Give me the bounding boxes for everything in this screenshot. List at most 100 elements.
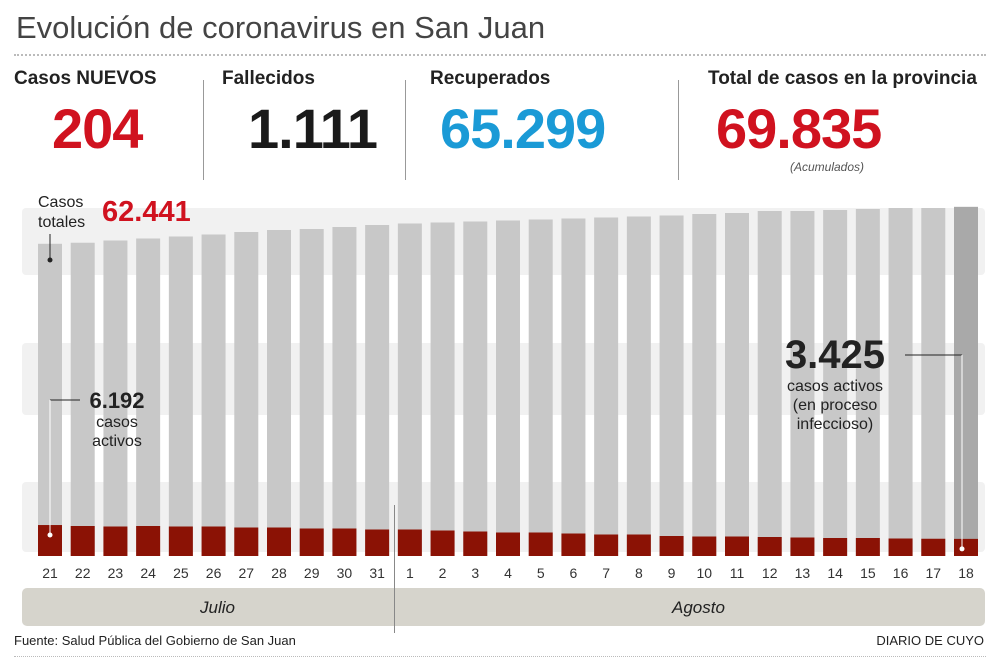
- stat-note-total: (Acumulados): [790, 160, 865, 174]
- bar-active: [168, 526, 193, 556]
- stat-value-new: 204: [52, 97, 143, 160]
- bar-active: [365, 529, 390, 556]
- x-tick-label: 17: [925, 565, 941, 581]
- bar-total: [626, 216, 651, 556]
- bar-total: [823, 210, 848, 556]
- x-tick-label: 24: [140, 565, 156, 581]
- bar-active: [496, 532, 520, 556]
- bar-total: [659, 215, 684, 556]
- bar-total: [332, 227, 357, 556]
- bar-active: [659, 536, 684, 556]
- bar-active: [267, 527, 291, 556]
- stat-value-deaths: 1.111: [248, 97, 378, 160]
- bar-total: [267, 230, 291, 556]
- bar-active: [823, 538, 848, 556]
- x-tick-label: 21: [42, 565, 58, 581]
- bar-total: [528, 219, 553, 556]
- bar-active: [725, 536, 749, 556]
- x-tick-label: 6: [570, 565, 578, 581]
- brand-text: DIARIO DE CUYO: [876, 633, 984, 648]
- stat-divider: [203, 80, 204, 180]
- activos-end-text: (en proceso: [792, 397, 878, 414]
- x-tick-label: 1: [406, 565, 414, 581]
- x-tick-label: 8: [635, 565, 643, 581]
- x-tick-label: 23: [108, 565, 124, 581]
- bar-total: [365, 225, 390, 556]
- bar-total: [299, 229, 324, 556]
- stat-label-total: Total de casos en la provincia: [708, 68, 977, 89]
- bar-total: [954, 206, 978, 556]
- bar-active: [921, 538, 946, 556]
- activos-start-value: 6.192: [89, 388, 145, 413]
- bar-total: [561, 218, 586, 556]
- annotation-dot: [47, 532, 53, 538]
- totales-value: 62.441: [102, 196, 191, 228]
- bar-total: [921, 208, 946, 556]
- totales-label-line: Casos: [38, 194, 84, 211]
- x-tick-label: 15: [860, 565, 876, 581]
- activos-end-value: 3.425: [784, 333, 886, 377]
- x-tick-label: 25: [173, 565, 189, 581]
- bar-active: [888, 538, 913, 556]
- bar-total: [463, 221, 488, 556]
- stat-divider: [678, 80, 679, 180]
- bar-active: [626, 534, 651, 556]
- x-tick-label: 30: [337, 565, 353, 581]
- totales-label: Casos totales: [38, 193, 85, 233]
- x-tick-label: 10: [696, 565, 712, 581]
- bar-total: [201, 234, 226, 556]
- bar-total: [855, 209, 880, 556]
- x-tick-label: 27: [238, 565, 254, 581]
- x-tick-label: 22: [75, 565, 91, 581]
- bar-total: [136, 238, 161, 556]
- bar-active: [954, 538, 978, 556]
- title-divider: [14, 54, 986, 56]
- bar-total: [790, 211, 815, 556]
- stat-label-new: Casos NUEVOS: [14, 68, 157, 89]
- month-band: [22, 588, 985, 626]
- annotation-dot: [47, 257, 53, 263]
- bar-total: [725, 213, 749, 556]
- bar-active: [855, 538, 880, 556]
- bar-total: [168, 236, 193, 556]
- bar-total: [234, 232, 259, 556]
- x-tick-label: 29: [304, 565, 320, 581]
- bar-active: [463, 531, 488, 556]
- x-tick-label: 5: [537, 565, 545, 581]
- stat-label-recovered: Recuperados: [430, 68, 551, 89]
- bar-active: [430, 530, 455, 556]
- bar-active: [234, 527, 259, 556]
- bar-total: [692, 214, 717, 556]
- bar-total: [888, 208, 913, 556]
- bar-active: [692, 536, 717, 556]
- stat-value-total: 69.835: [716, 97, 882, 160]
- x-tick-label: 31: [369, 565, 385, 581]
- footer-divider: [14, 656, 986, 657]
- bar-active: [299, 528, 324, 556]
- x-tick-label: 13: [795, 565, 811, 581]
- x-tick-label: 4: [504, 565, 512, 581]
- x-tick-label: 2: [439, 565, 447, 581]
- stat-divider: [405, 80, 406, 180]
- activos-end-text: infeccioso): [796, 416, 874, 433]
- x-tick-label: 11: [730, 565, 745, 581]
- bar-active: [757, 537, 782, 556]
- month-label-agosto: Agosto: [672, 598, 725, 617]
- x-tick-label: 14: [827, 565, 843, 581]
- bar-active: [201, 526, 226, 556]
- month-separator: [394, 505, 395, 633]
- source-text: Fuente: Salud Pública del Gobierno de Sa…: [14, 633, 296, 648]
- bar-active: [397, 529, 422, 556]
- bar-active: [561, 533, 586, 556]
- bar-total: [594, 217, 619, 556]
- annotation-dot: [959, 546, 965, 552]
- bar-total: [70, 242, 95, 556]
- x-tick-label: 28: [271, 565, 287, 581]
- x-tick-label: 18: [958, 565, 974, 581]
- activos-end-text: casos activos: [786, 378, 884, 395]
- x-tick-label: 7: [602, 565, 610, 581]
- bar-active: [528, 532, 553, 556]
- bar-active: [332, 528, 357, 556]
